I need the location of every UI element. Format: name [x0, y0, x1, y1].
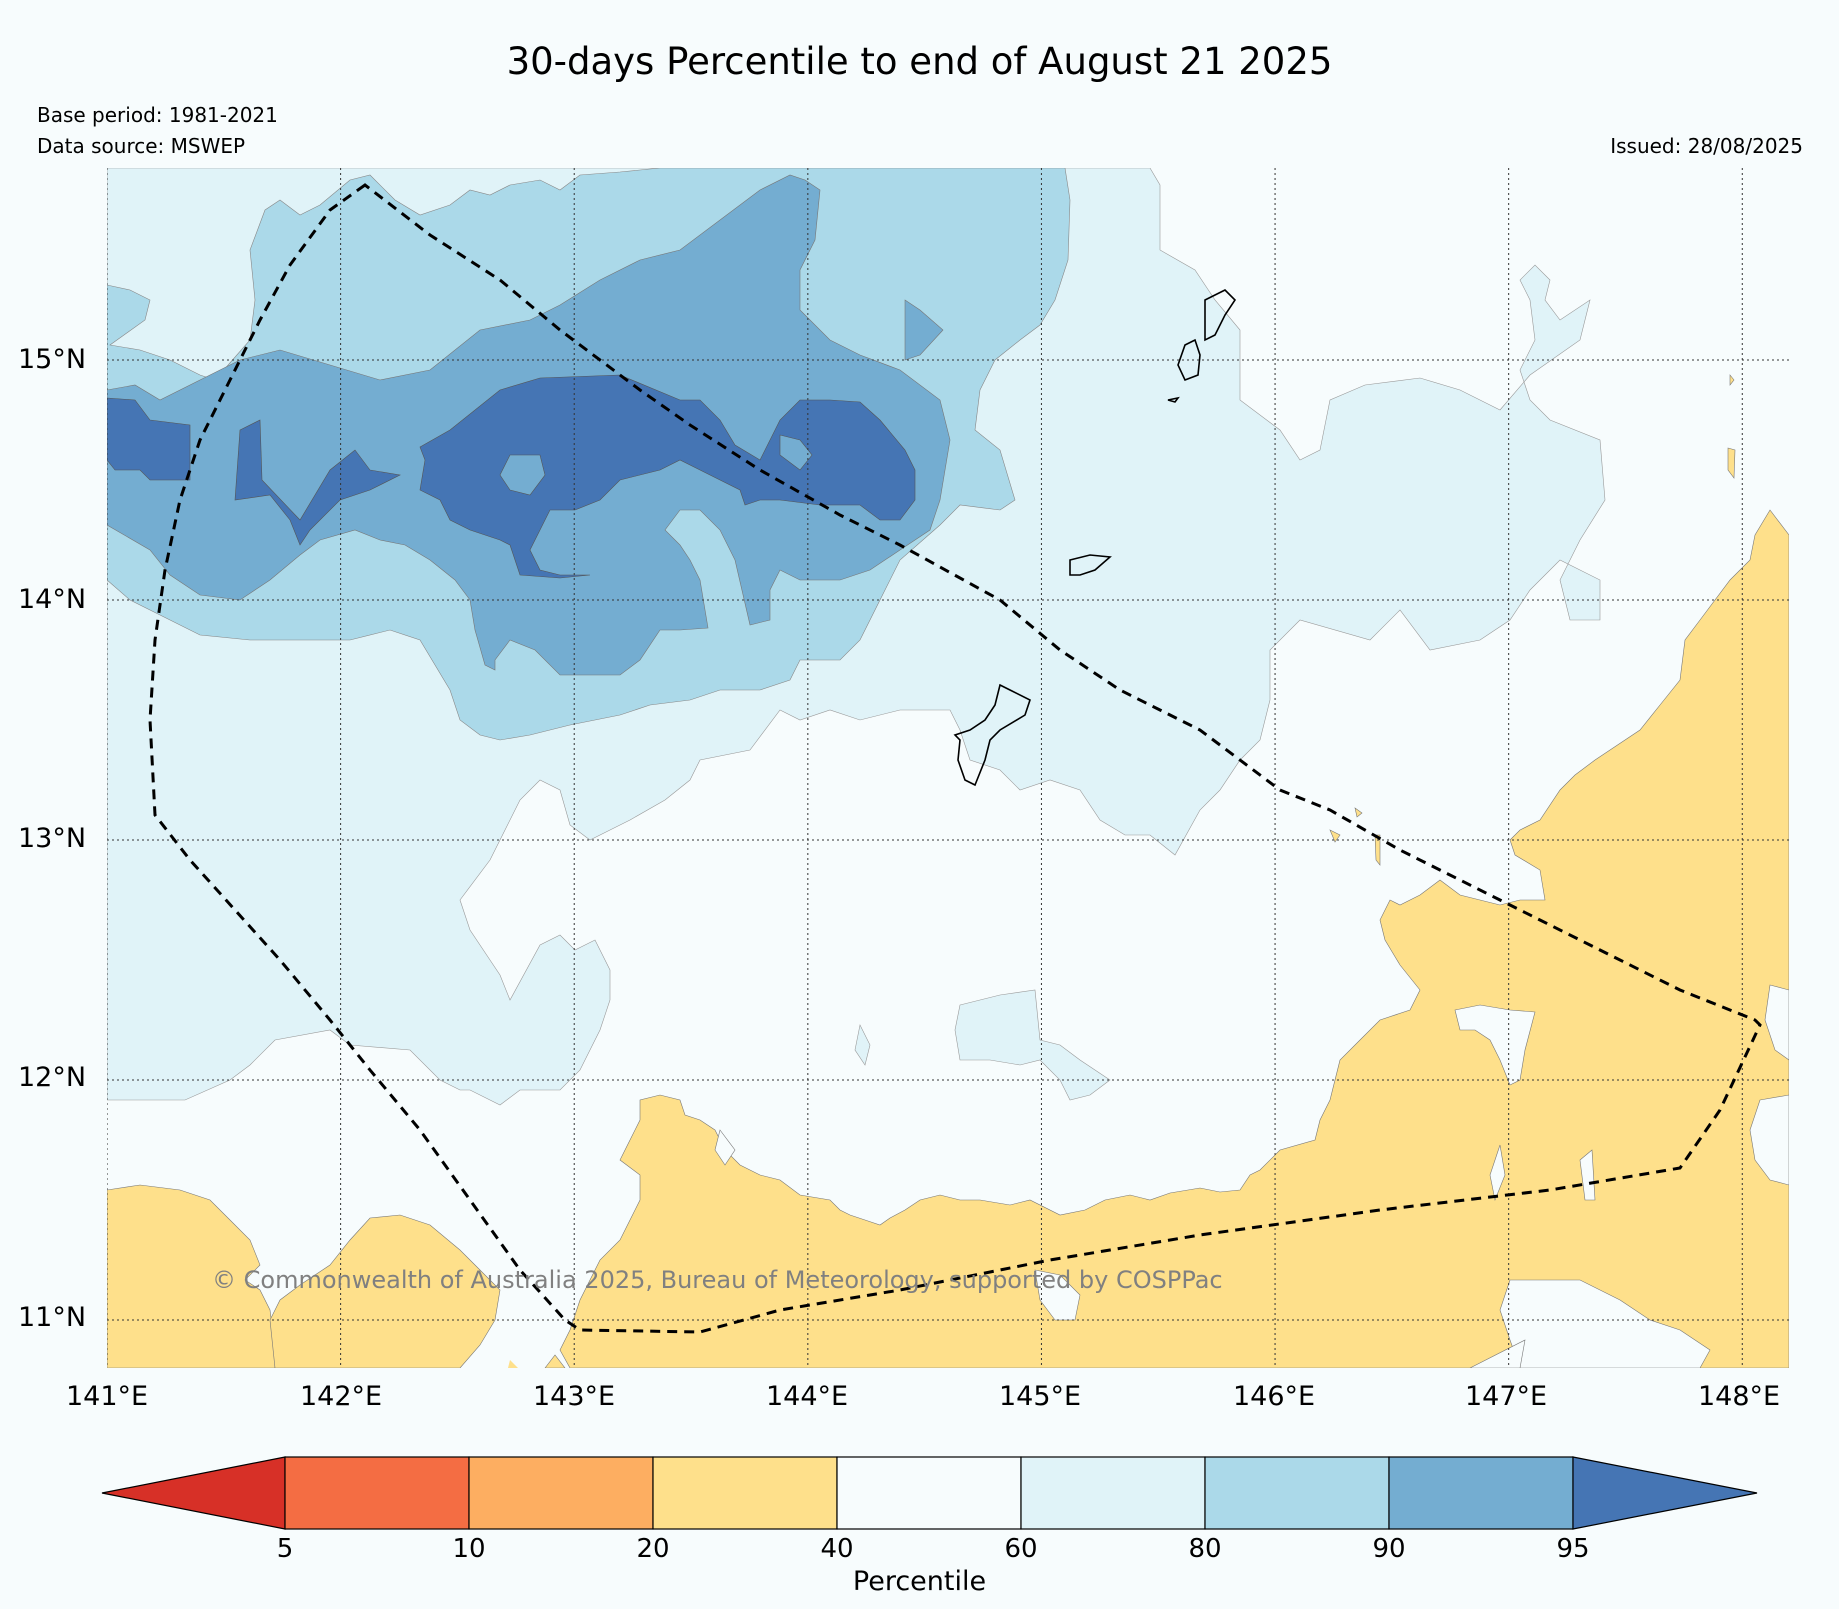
colorbar-tick-label: 95: [1556, 1534, 1590, 1564]
lon-tick-label: 143°E: [533, 1381, 616, 1412]
issued-date: Issued: 28/08/2025: [1610, 134, 1803, 158]
chart-title: 30-days Percentile to end of August 21 2…: [506, 40, 1333, 83]
colorbar-segment: [1020, 1456, 1206, 1530]
colorbar-tick-label: 10: [452, 1534, 486, 1564]
colorbar-segment: [468, 1456, 654, 1530]
lon-tick-label: 144°E: [766, 1381, 849, 1412]
colorbar-tick-label: 80: [1188, 1534, 1222, 1564]
colorbar-tick-label: 90: [1372, 1534, 1406, 1564]
lat-tick-label: 12°N: [18, 1062, 87, 1093]
lat-tick-label: 14°N: [18, 584, 87, 615]
band-20-40-bit: [1374, 834, 1381, 866]
lat-tick-label: 13°N: [18, 823, 87, 854]
band-60-80-patch: [854, 1024, 871, 1066]
band-20-40-west3: [544, 1354, 566, 1368]
islands: [953, 289, 1237, 787]
colorbar-tick-label: 40: [820, 1534, 854, 1564]
colorbar-tick-label: 20: [636, 1534, 670, 1564]
colorbar-segment: [652, 1456, 838, 1530]
credit-text: © Commonwealth of Australia 2025, Bureau…: [212, 1266, 1223, 1294]
colorbar-segment: [1204, 1456, 1390, 1530]
band-20-40-bit: [1727, 447, 1736, 479]
band-90-95-island: [499, 454, 546, 496]
colorbar-segment: [284, 1456, 470, 1530]
band-40-60-hole: [1454, 1004, 1536, 1086]
lat-tick-label: 15°N: [18, 344, 87, 375]
band-20-40-bit: [1729, 374, 1735, 386]
colorbar-segment: [1388, 1456, 1574, 1530]
colorbar-title: Percentile: [852, 1566, 987, 1597]
band-40-60-hole: [1034, 1269, 1081, 1321]
lon-tick-label: 145°E: [999, 1381, 1082, 1412]
lon-tick-label: 146°E: [1233, 1381, 1316, 1412]
band-40-60-hole: [1489, 1144, 1506, 1202]
band-40-60-hole: [1499, 1279, 1711, 1368]
band-20-40-bit: [1329, 829, 1341, 843]
band-20-40-bit: [1354, 807, 1363, 818]
lon-tick-label: 148°E: [1698, 1381, 1781, 1412]
data-source: Data source: MSWEP: [37, 134, 246, 158]
island-saipan: [1204, 289, 1237, 342]
band-40-60-hole: [714, 1129, 736, 1166]
band-90-95-island: [779, 434, 813, 471]
lon-tick-label: 142°E: [300, 1381, 383, 1412]
lat-tick-label: 11°N: [18, 1302, 87, 1333]
colorbar-tick-label: 60: [1004, 1534, 1038, 1564]
map-area: [107, 168, 1789, 1368]
band-20-40-bit: [508, 1360, 518, 1368]
band-40-60-hole: [1749, 1094, 1789, 1186]
island-aguijan: [1167, 396, 1180, 403]
lon-tick-label: 147°E: [1465, 1381, 1548, 1412]
colorbar-extend-low: [101, 1456, 286, 1530]
band-20-40-west2: [269, 1214, 501, 1368]
colorbar-segment: [836, 1456, 1022, 1530]
island-rota: [1069, 554, 1112, 576]
band-20-40-east: [559, 509, 1789, 1368]
band-40-60-hole: [1469, 1339, 1526, 1368]
lon-tick-label: 141°E: [66, 1381, 149, 1412]
colorbar-extend-high: [1572, 1456, 1758, 1530]
band-40-60-hole: [1579, 1149, 1596, 1201]
band-40-60-hole: [1764, 984, 1789, 1061]
island-tinian: [1177, 338, 1201, 382]
band-60-80-patch: [954, 989, 1111, 1101]
base-period: Base period: 1981-2021: [37, 103, 278, 127]
island-guam: [953, 683, 1031, 787]
gridlines: [107, 168, 1789, 1368]
band-90-95-patch: [904, 299, 944, 361]
colorbar-tick-label: 5: [276, 1534, 294, 1564]
